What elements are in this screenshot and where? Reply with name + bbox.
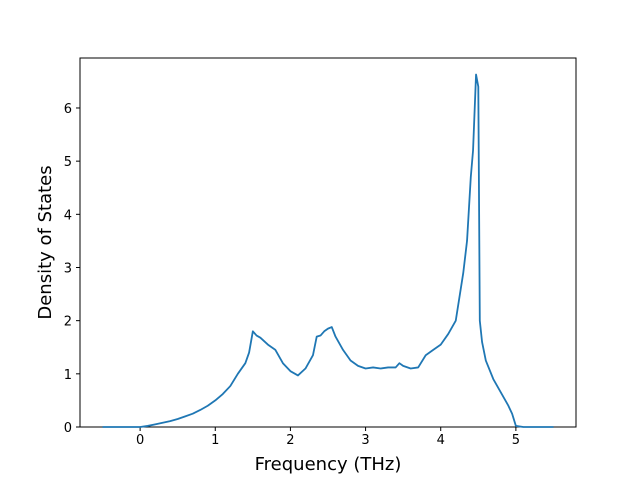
x-tick-label: 5 [512,433,520,448]
x-tick-label: 0 [136,433,144,448]
x-tick-label: 1 [211,433,219,448]
y-tick-label: 3 [64,261,72,276]
dos-line [102,73,554,428]
x-tick-label: 4 [437,433,445,448]
y-tick-label: 0 [64,421,72,436]
y-tick-label: 2 [64,315,72,330]
x-tick-label: 2 [286,433,294,448]
y-tick-label: 6 [64,102,72,117]
y-tick-label: 1 [64,368,72,383]
x-axis-label: Frequency (THz) [255,454,402,475]
x-tick-label: 3 [361,433,369,448]
y-axis-label: Density of States [35,165,56,319]
y-tick-label: 5 [64,155,72,170]
y-tick-label: 4 [64,208,72,223]
plot-frame [79,57,577,428]
